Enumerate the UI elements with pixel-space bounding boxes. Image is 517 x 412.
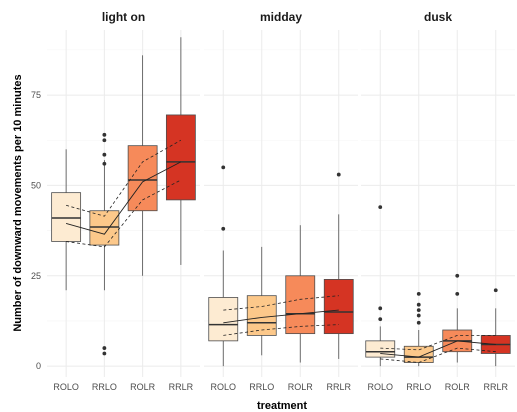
facet-panel-dusk: dusk ROLO RRLO ROLR RRLR	[361, 10, 515, 392]
x-axis-title: treatment	[257, 400, 307, 412]
box-ROLO	[51, 192, 82, 242]
x-tick-label: ROLR	[130, 382, 156, 392]
outlier-point	[378, 306, 383, 311]
trend-mean-line	[223, 309, 339, 324]
x-tick-label: RRLO	[249, 382, 274, 392]
x-tick-label: ROLR	[445, 382, 471, 392]
box-RRLO	[403, 345, 434, 363]
trend-upper-dashed	[223, 295, 339, 311]
box-ROLR	[285, 275, 316, 335]
y-tick-label: 0	[36, 361, 41, 371]
facet-panel-midday: midday ROLO RRLO ROLR RRLR	[204, 10, 358, 392]
facet-title: light on	[102, 10, 145, 24]
trend-mean-line	[380, 340, 496, 358]
facet-title: midday	[260, 10, 302, 24]
outlier-point	[102, 132, 107, 137]
x-tick-label: RRLR	[483, 382, 508, 392]
trend-mean-line	[65, 161, 182, 235]
y-axis: 0 25 50 75	[31, 90, 41, 371]
outlier-point	[221, 165, 226, 170]
outlier-point	[493, 288, 498, 293]
x-tick-label: RRLO	[406, 382, 431, 392]
x-tick-label: RRLR	[326, 382, 351, 392]
facet-panel-light-on: light on ROLO RRLO ROLR RRLR	[47, 10, 200, 392]
box-RRLR	[165, 114, 196, 201]
outlier-point	[455, 291, 460, 296]
box-ROLR	[127, 145, 158, 212]
outlier-point	[416, 308, 421, 313]
outlier-point	[455, 273, 460, 278]
box-ROLO	[365, 340, 396, 358]
outlier-point	[416, 302, 421, 307]
outlier-point	[378, 317, 383, 322]
x-tick-label: ROLO	[210, 382, 236, 392]
outlier-point	[416, 313, 421, 318]
outlier-point	[102, 161, 107, 166]
trend-lower-dashed	[380, 347, 496, 363]
outlier-point	[221, 226, 226, 231]
trend-upper-dashed	[65, 139, 182, 217]
x-tick-label: ROLO	[53, 382, 79, 392]
x-tick-label: RRLO	[92, 382, 117, 392]
x-tick-label: RRLR	[169, 382, 194, 392]
trend-upper-dashed	[380, 335, 496, 351]
facet-title: dusk	[424, 10, 452, 24]
y-axis-title: Number of downward movements per 10 minu…	[12, 74, 24, 331]
facet-panels: light on ROLO RRLO ROLR RRLR midday ROLO RRLO RO…	[47, 10, 515, 392]
box-ROLO	[208, 297, 239, 342]
panel-background	[361, 30, 515, 377]
trend-lower-dashed	[223, 324, 339, 336]
x-tick-label: ROLR	[288, 382, 314, 392]
outlier-point	[102, 346, 107, 350]
outlier-point	[102, 152, 107, 157]
box-RRLO	[246, 295, 277, 336]
y-tick-label: 25	[31, 271, 41, 281]
x-tick-label: ROLO	[367, 382, 393, 392]
outlier-point	[102, 351, 107, 356]
trend-lower-dashed	[66, 179, 182, 248]
outlier-point	[416, 320, 421, 325]
y-tick-label: 75	[31, 90, 41, 100]
box-RRLR	[323, 279, 354, 335]
outlier-point	[336, 172, 341, 177]
outlier-point	[416, 291, 421, 296]
outlier-point	[102, 138, 107, 143]
outlier-point	[378, 205, 383, 210]
y-tick-label: 50	[31, 180, 41, 190]
